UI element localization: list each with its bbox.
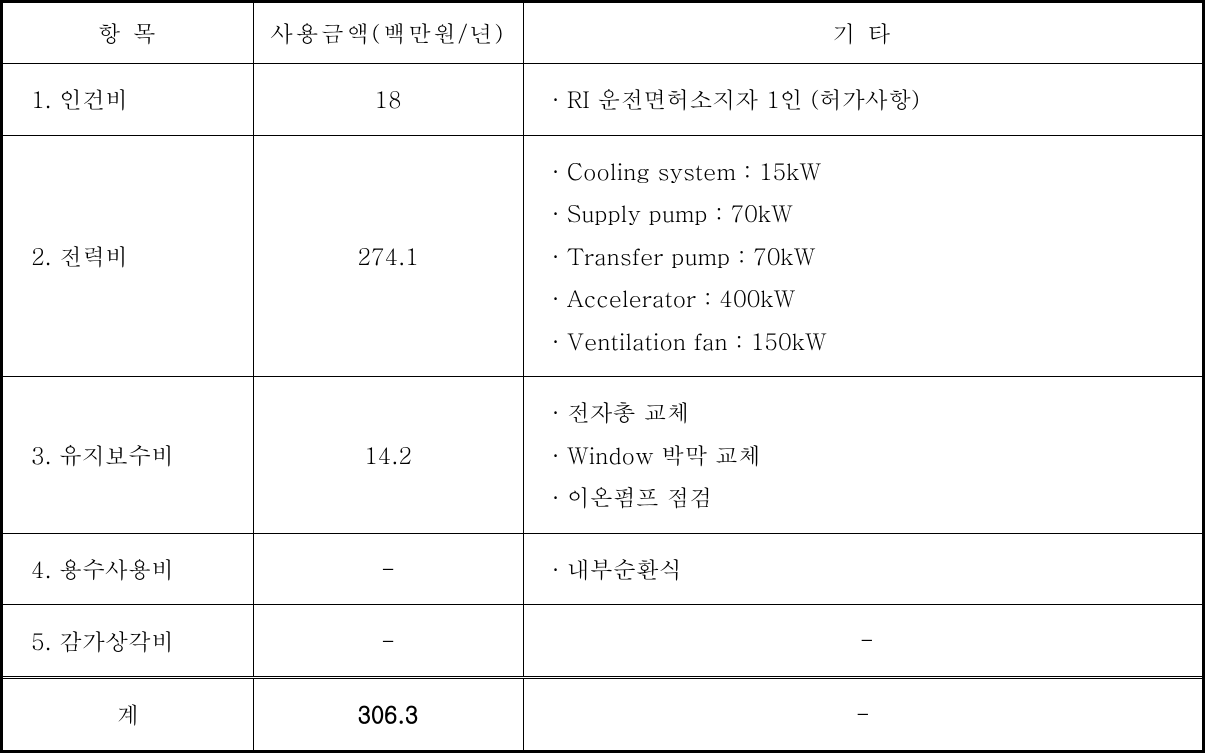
total-label: 계 xyxy=(3,678,253,750)
cell-amount: 14.2 xyxy=(253,377,523,534)
table-body: 1. 인건비 18 RI 운전면허소지자 1인 (허가사항) 2. 전력비 27… xyxy=(3,64,1202,750)
bullet-item: 전자총 교체 xyxy=(552,391,1183,434)
cell-amount: - xyxy=(253,605,523,678)
cell-other: - xyxy=(523,605,1202,678)
bullet-item: Window 박막 교체 xyxy=(552,434,1183,477)
bullet-list: Cooling system : 15kW Supply pump : 70kW… xyxy=(552,150,1183,363)
total-other: - xyxy=(523,678,1202,750)
cost-table: 항 목 사용금액(백만원/년) 기 타 1. 인건비 18 RI 운전면허소지자… xyxy=(3,3,1202,750)
cell-other: 내부순환식 xyxy=(523,533,1202,605)
bullet-item: Supply pump : 70kW xyxy=(552,192,1183,235)
cell-other: Cooling system : 15kW Supply pump : 70kW… xyxy=(523,135,1202,377)
header-amount: 사용금액(백만원/년) xyxy=(253,3,523,64)
header-other: 기 타 xyxy=(523,3,1202,64)
cell-amount: 274.1 xyxy=(253,135,523,377)
cell-item: 1. 인건비 xyxy=(3,64,253,135)
bullet-item: RI 운전면허소지자 1인 (허가사항) xyxy=(552,78,1183,121)
table-row: 2. 전력비 274.1 Cooling system : 15kW Suppl… xyxy=(3,135,1202,377)
bullet-item: Cooling system : 15kW xyxy=(552,150,1183,193)
bullet-item: 이온펌프 점검 xyxy=(552,476,1183,519)
cell-amount: - xyxy=(253,533,523,605)
cell-amount: 18 xyxy=(253,64,523,135)
table-row: 4. 용수사용비 - 내부순환식 xyxy=(3,533,1202,605)
bullet-list: 내부순환식 xyxy=(552,548,1183,591)
table-row: 1. 인건비 18 RI 운전면허소지자 1인 (허가사항) xyxy=(3,64,1202,135)
bullet-item: 내부순환식 xyxy=(552,548,1183,591)
table-row: 3. 유지보수비 14.2 전자총 교체 Window 박막 교체 이온펌프 점… xyxy=(3,377,1202,534)
table-row: 5. 감가상각비 - - xyxy=(3,605,1202,678)
bullet-item: Accelerator : 400kW xyxy=(552,277,1183,320)
cell-other: RI 운전면허소지자 1인 (허가사항) xyxy=(523,64,1202,135)
cell-item: 5. 감가상각비 xyxy=(3,605,253,678)
cell-other: 전자총 교체 Window 박막 교체 이온펌프 점검 xyxy=(523,377,1202,534)
bullet-list: RI 운전면허소지자 1인 (허가사항) xyxy=(552,78,1183,121)
bullet-item: Ventilation fan : 150kW xyxy=(552,320,1183,363)
header-item: 항 목 xyxy=(3,3,253,64)
table-header-row: 항 목 사용금액(백만원/년) 기 타 xyxy=(3,3,1202,64)
table-total-row: 계 306.3 - xyxy=(3,678,1202,750)
cell-item: 3. 유지보수비 xyxy=(3,377,253,534)
cost-table-wrapper: 항 목 사용금액(백만원/년) 기 타 1. 인건비 18 RI 운전면허소지자… xyxy=(0,0,1205,753)
bullet-list: 전자총 교체 Window 박막 교체 이온펌프 점검 xyxy=(552,391,1183,519)
cell-item: 4. 용수사용비 xyxy=(3,533,253,605)
total-amount: 306.3 xyxy=(253,678,523,750)
cell-item: 2. 전력비 xyxy=(3,135,253,377)
bullet-item: Transfer pump : 70kW xyxy=(552,235,1183,278)
